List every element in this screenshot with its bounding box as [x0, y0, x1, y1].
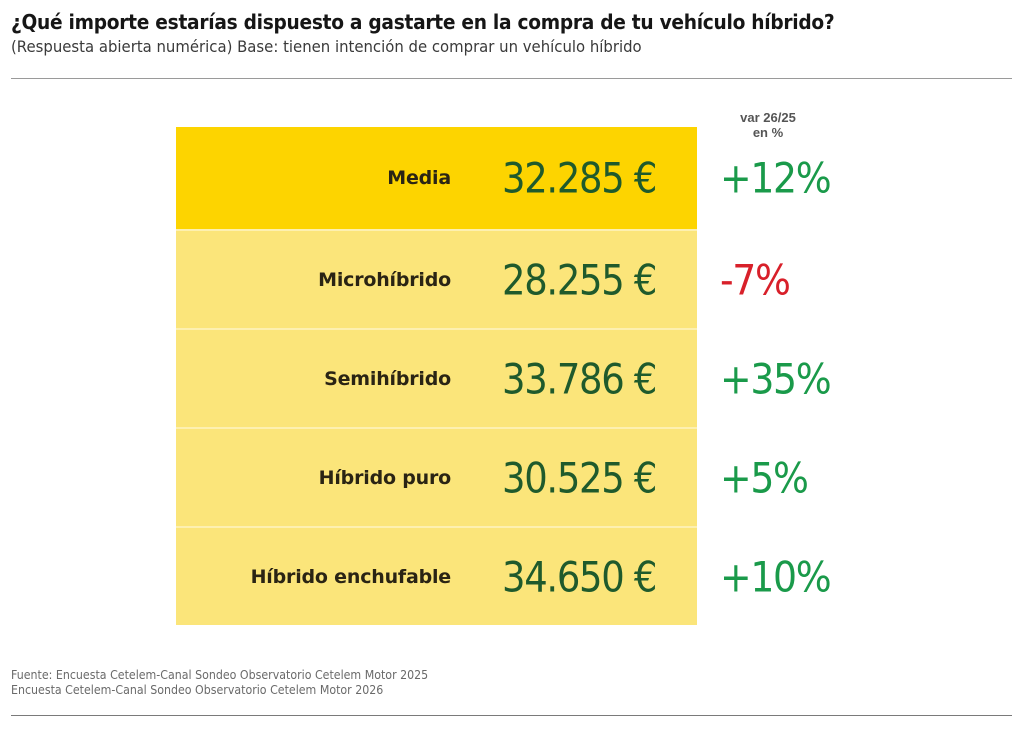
variation-value: -7% — [720, 255, 791, 304]
bottom-divider — [11, 715, 1012, 716]
variation-value: +35% — [720, 354, 832, 403]
price-table: Media 32.285 € Microhíbrido 28.255 € Sem… — [176, 127, 697, 625]
table-row-media: Media 32.285 € — [176, 127, 697, 229]
row-value: 32.285 € — [502, 153, 657, 203]
row-label: Microhíbrido — [318, 268, 451, 291]
row-value: 30.525 € — [502, 453, 657, 502]
top-divider — [11, 78, 1012, 79]
row-label: Híbrido enchufable — [250, 565, 452, 588]
row-label: Media — [387, 167, 451, 189]
chart-subtitle: (Respuesta abierta numérica) Base: tiene… — [11, 37, 642, 56]
variation-header-line1: var 26/25 — [740, 110, 796, 125]
source-line-2: Encuesta Cetelem-Canal Sondeo Observator… — [11, 683, 384, 697]
table-row-semihibrido: Semihíbrido 33.786 € — [176, 328, 697, 427]
source-line-1: Fuente: Encuesta Cetelem-Canal Sondeo Ob… — [11, 668, 429, 682]
variation-value: +10% — [720, 552, 832, 601]
variation-value: +12% — [720, 153, 832, 203]
source-note: Fuente: Encuesta Cetelem-Canal Sondeo Ob… — [11, 668, 428, 698]
chart-title: ¿Qué importe estarías dispuesto a gastar… — [11, 10, 835, 34]
row-value: 33.786 € — [502, 354, 657, 403]
variation-column-header: var 26/25 en % — [718, 110, 818, 140]
table-row-hibrido-puro: Híbrido puro 30.525 € — [176, 427, 697, 526]
row-label: Híbrido puro — [318, 466, 452, 489]
variation-value: +5% — [720, 453, 809, 502]
row-value: 28.255 € — [502, 255, 657, 304]
table-row-hibrido-enchufable: Híbrido enchufable 34.650 € — [176, 526, 697, 625]
variation-header-line2: en % — [752, 125, 784, 140]
row-label: Semihíbrido — [324, 367, 451, 390]
table-row-microhibrido: Microhíbrido 28.255 € — [176, 229, 697, 328]
row-value: 34.650 € — [502, 552, 657, 601]
